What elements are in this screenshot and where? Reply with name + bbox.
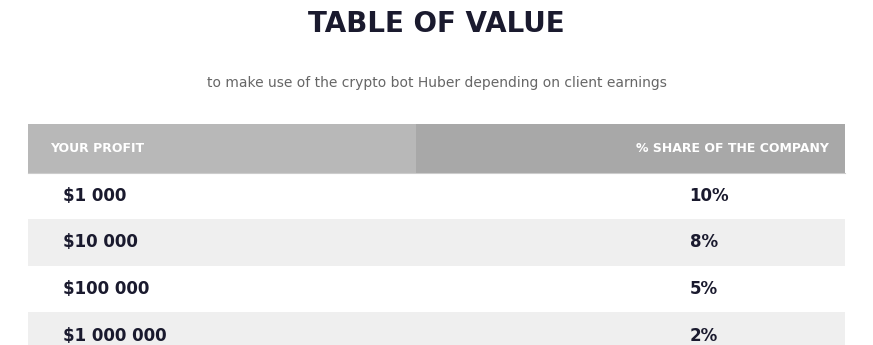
- Text: 2%: 2%: [690, 326, 718, 345]
- Bar: [28, 124, 416, 172]
- Bar: [416, 124, 845, 172]
- Text: $10 000: $10 000: [63, 233, 138, 252]
- Text: $100 000: $100 000: [63, 280, 149, 298]
- Bar: [28, 219, 845, 266]
- Bar: [28, 312, 845, 345]
- Text: to make use of the crypto bot Huber depending on client earnings: to make use of the crypto bot Huber depe…: [207, 76, 666, 90]
- Text: TABLE OF VALUE: TABLE OF VALUE: [308, 10, 565, 38]
- Text: 5%: 5%: [690, 280, 718, 298]
- Text: 8%: 8%: [690, 233, 718, 252]
- Text: $1 000 000: $1 000 000: [63, 326, 167, 345]
- Text: YOUR PROFIT: YOUR PROFIT: [50, 142, 144, 155]
- Text: $1 000: $1 000: [63, 187, 127, 205]
- Text: % SHARE OF THE COMPANY: % SHARE OF THE COMPANY: [636, 142, 829, 155]
- Text: 10%: 10%: [690, 187, 729, 205]
- Bar: [28, 172, 845, 219]
- Bar: [28, 266, 845, 312]
